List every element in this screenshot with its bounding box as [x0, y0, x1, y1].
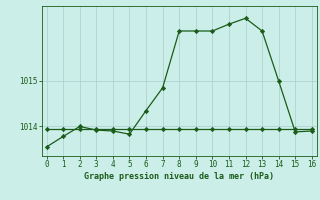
- X-axis label: Graphe pression niveau de la mer (hPa): Graphe pression niveau de la mer (hPa): [84, 172, 274, 181]
